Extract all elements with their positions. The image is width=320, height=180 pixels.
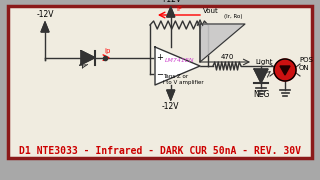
Text: Light: Light xyxy=(255,59,273,65)
Polygon shape xyxy=(254,69,268,83)
Polygon shape xyxy=(200,24,245,62)
Polygon shape xyxy=(81,51,95,65)
Circle shape xyxy=(274,59,296,81)
Polygon shape xyxy=(41,22,49,32)
Text: ip: ip xyxy=(105,48,111,54)
Text: Tans Z or
i to V amplifier: Tans Z or i to V amplifier xyxy=(163,74,204,85)
FancyBboxPatch shape xyxy=(8,6,312,158)
Text: D1 NTE3033 - Infrared - DARK CUR 50nA - REV. 30V: D1 NTE3033 - Infrared - DARK CUR 50nA - … xyxy=(19,146,301,156)
Text: LM741EN: LM741EN xyxy=(165,58,195,63)
Text: -12V: -12V xyxy=(36,10,54,19)
Text: (Ir, Ro): (Ir, Ro) xyxy=(225,14,243,19)
Polygon shape xyxy=(280,66,290,75)
Polygon shape xyxy=(155,47,200,85)
Polygon shape xyxy=(167,90,175,100)
Text: -12V: -12V xyxy=(162,102,180,111)
Text: +12V: +12V xyxy=(160,0,181,4)
Polygon shape xyxy=(167,7,175,17)
Text: POS
ON: POS ON xyxy=(299,57,313,71)
Text: Vout: Vout xyxy=(203,8,219,14)
Text: −: − xyxy=(156,70,164,79)
Text: NEG: NEG xyxy=(253,90,269,99)
Text: IF: IF xyxy=(176,6,182,12)
Text: +: + xyxy=(156,53,164,62)
Text: 470: 470 xyxy=(220,54,234,60)
